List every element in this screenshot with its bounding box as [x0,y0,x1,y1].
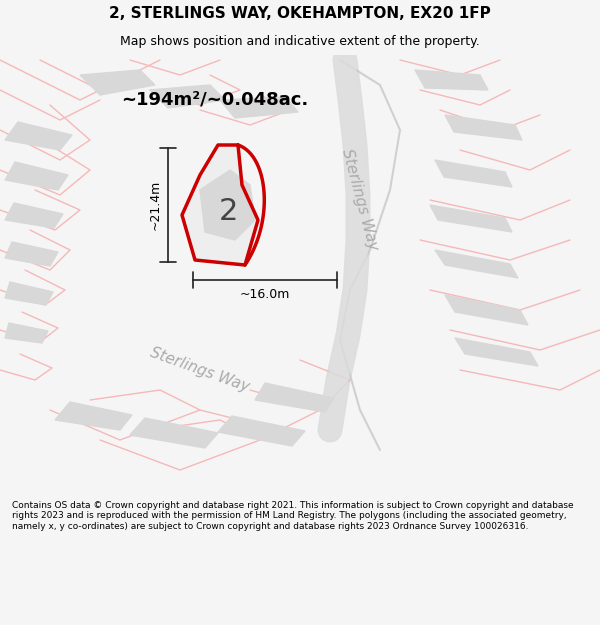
Polygon shape [455,338,538,366]
Polygon shape [5,242,58,266]
Polygon shape [255,383,334,412]
Polygon shape [5,203,63,228]
Polygon shape [182,145,258,265]
Polygon shape [218,416,305,446]
Text: ~194m²/~0.048ac.: ~194m²/~0.048ac. [121,91,308,109]
Polygon shape [435,160,512,187]
Text: Contains OS data © Crown copyright and database right 2021. This information is : Contains OS data © Crown copyright and d… [12,501,574,531]
Polygon shape [5,122,72,150]
Text: 2, STERLINGS WAY, OKEHAMPTON, EX20 1FP: 2, STERLINGS WAY, OKEHAMPTON, EX20 1FP [109,6,491,21]
Polygon shape [5,162,68,190]
Polygon shape [5,323,48,343]
Polygon shape [430,205,512,232]
Polygon shape [415,70,488,90]
Polygon shape [150,85,225,108]
Text: 2: 2 [218,198,238,226]
Text: ~16.0m: ~16.0m [240,289,290,301]
Polygon shape [80,70,155,95]
Text: Sterlings Way: Sterlings Way [148,345,251,395]
Text: ~21.4m: ~21.4m [149,180,161,230]
Polygon shape [200,170,255,240]
Text: Sterlings Way: Sterlings Way [339,148,381,253]
Polygon shape [435,250,518,278]
Polygon shape [130,418,218,448]
Polygon shape [445,115,522,140]
Polygon shape [55,402,132,430]
Polygon shape [445,295,528,325]
Text: Map shows position and indicative extent of the property.: Map shows position and indicative extent… [120,35,480,48]
Polygon shape [220,97,298,118]
Polygon shape [5,282,53,305]
